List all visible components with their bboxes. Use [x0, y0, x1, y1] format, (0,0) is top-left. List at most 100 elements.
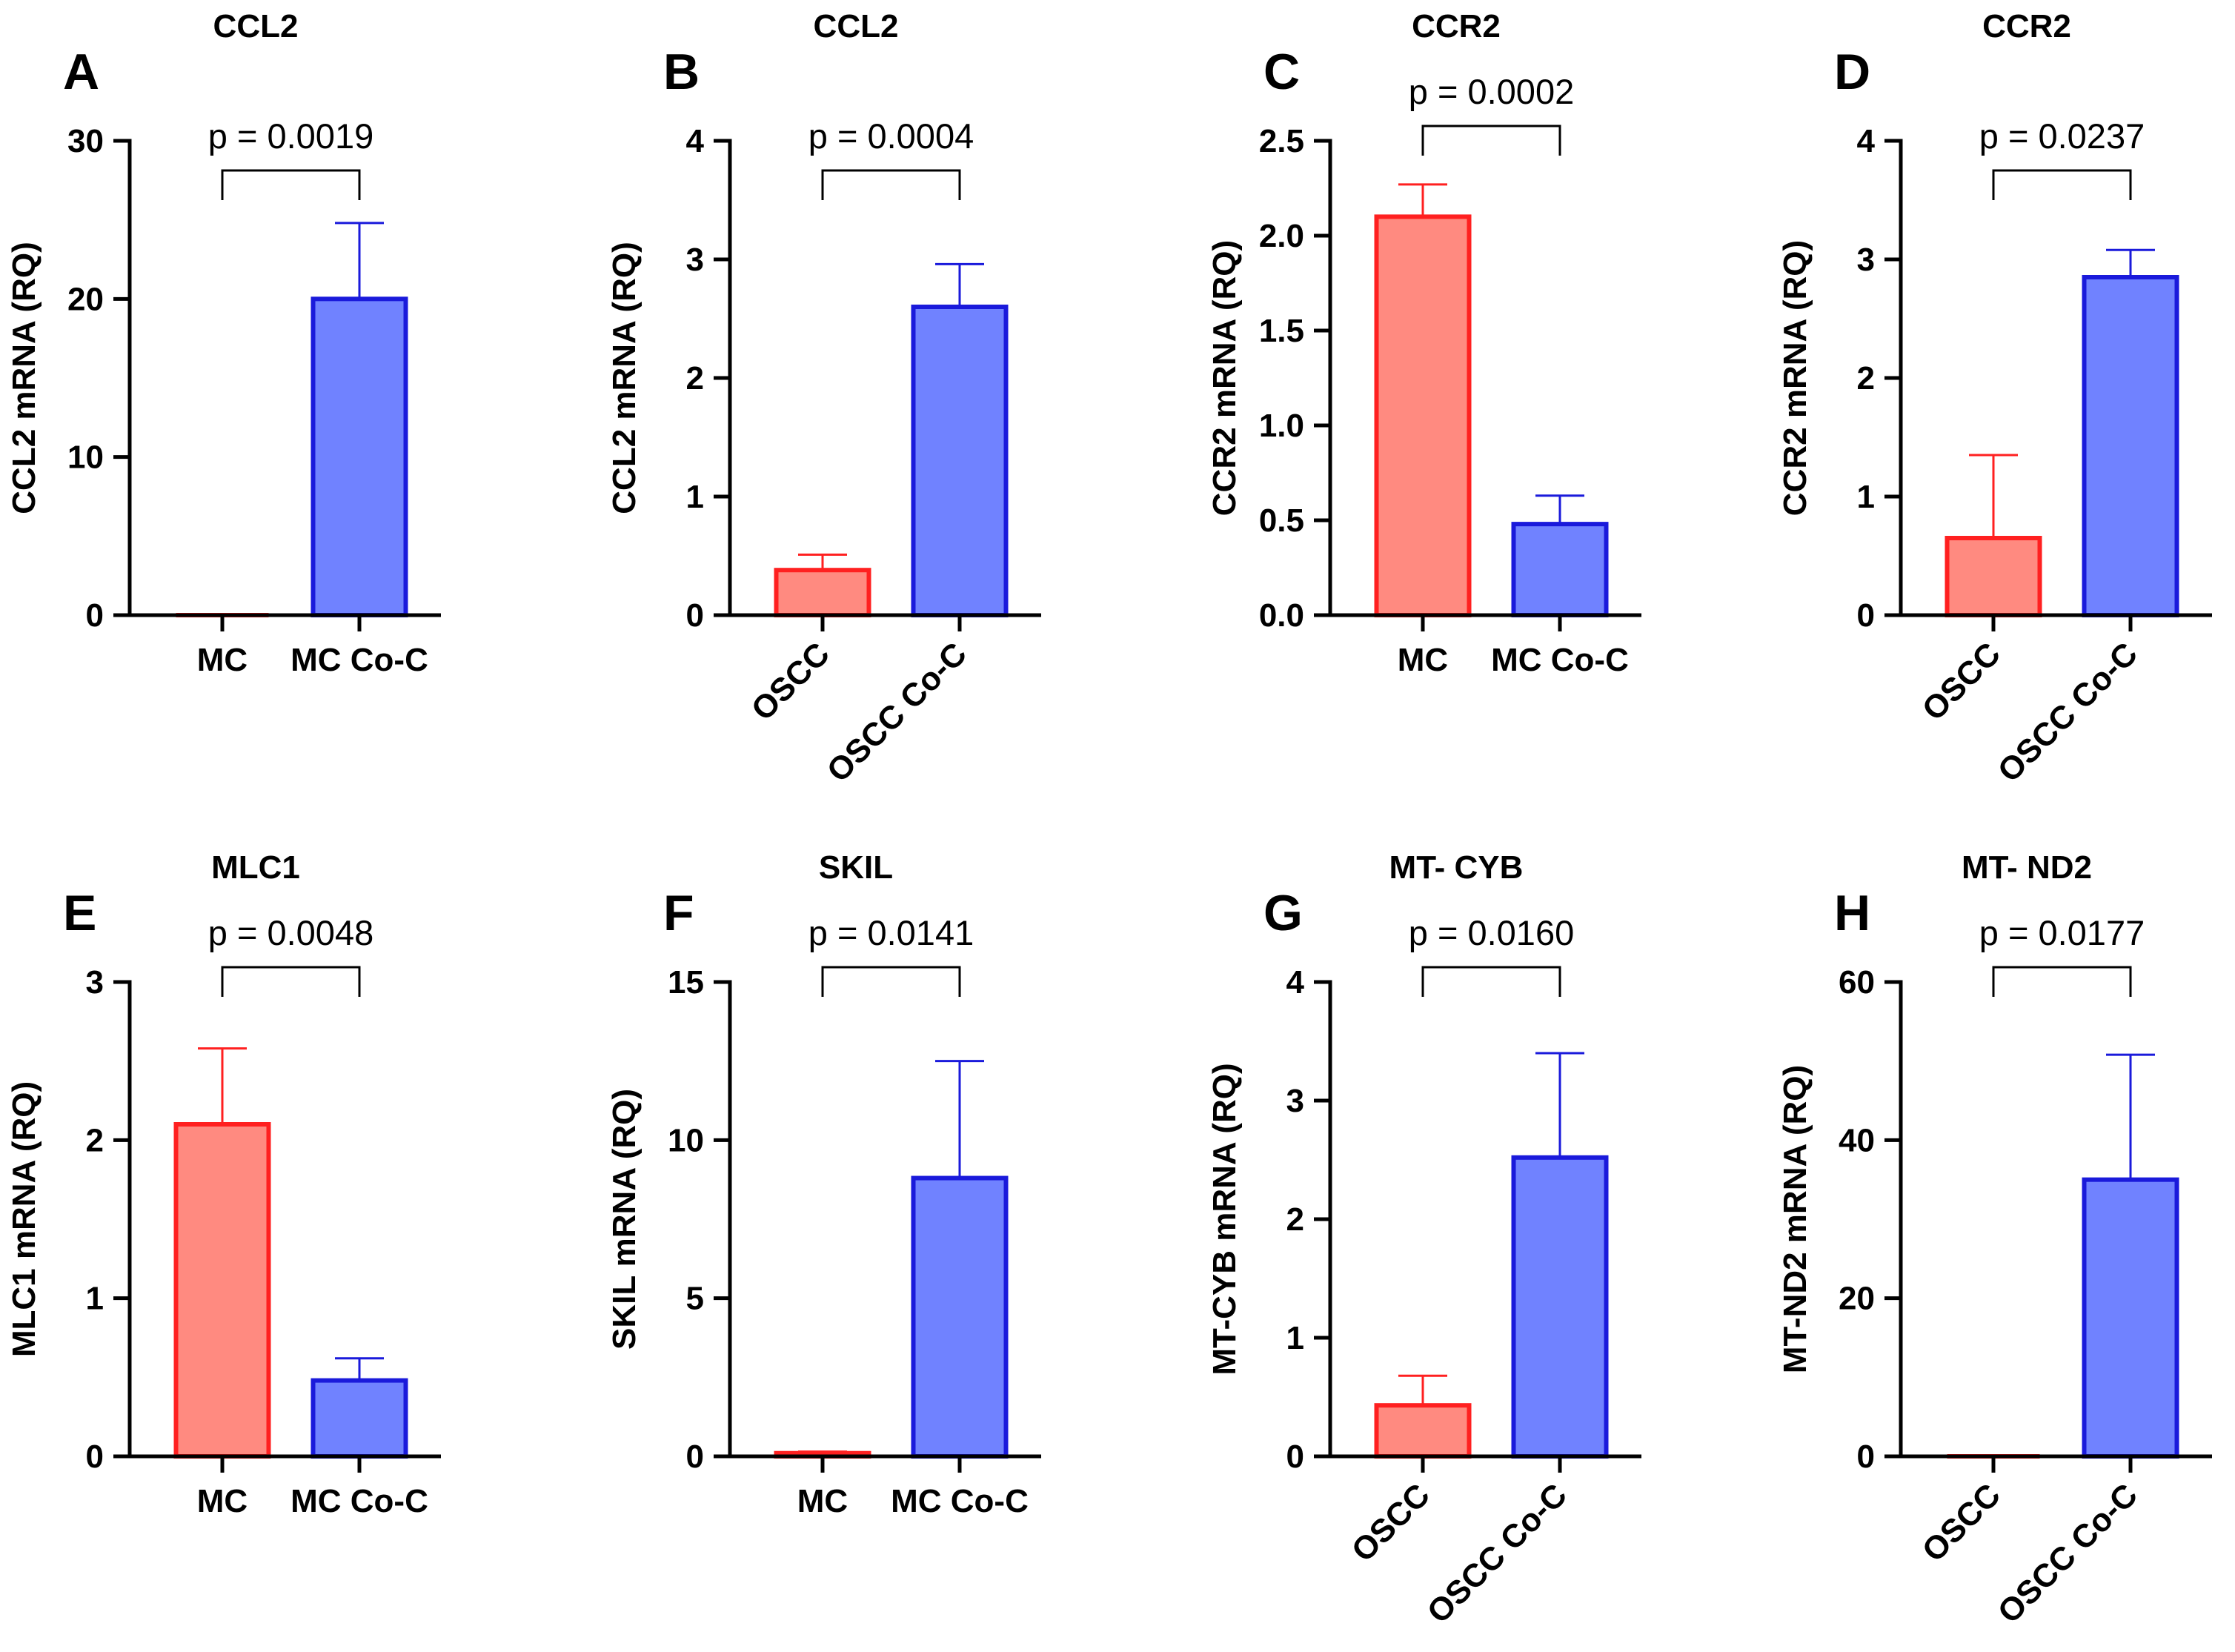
- panel-letter: A: [63, 44, 99, 100]
- y-tick-label: 30: [67, 123, 104, 159]
- y-tick-label: 0: [1857, 597, 1875, 634]
- x-tick-label: OSCC Co-C: [1991, 635, 2145, 789]
- bar-control: [173, 1122, 271, 1459]
- y-tick-label: 1: [86, 1281, 104, 1317]
- significance-bracket: [1992, 966, 2132, 997]
- bar-control: [1374, 214, 1472, 617]
- y-tick-label: 20: [67, 281, 104, 317]
- y-tick-label: 3: [86, 964, 104, 1001]
- p-value-label: p = 0.0002: [1409, 72, 1574, 111]
- y-tick-label: 0.5: [1259, 502, 1304, 539]
- panel-title: CCL2: [213, 8, 299, 44]
- y-axis-label: CCL2 mRNA (RQ): [606, 242, 642, 514]
- bar-coculture: [1511, 522, 1609, 617]
- x-tick-label: OSCC: [1916, 635, 2008, 728]
- significance-bracket: [1421, 125, 1561, 156]
- bar-coculture: [310, 296, 408, 617]
- panel-title: SKIL: [819, 849, 893, 886]
- p-value-label: p = 0.0141: [808, 913, 974, 952]
- y-tick-label: 2: [86, 1122, 104, 1158]
- x-tick-label: OSCC: [1916, 1476, 2008, 1569]
- y-tick-label: 0: [86, 1439, 104, 1475]
- p-value-label: p = 0.0019: [208, 116, 373, 156]
- bar-coculture: [2082, 1177, 2179, 1459]
- y-tick-label: 2.5: [1259, 123, 1304, 159]
- x-tick-label: MC Co-C: [290, 1483, 428, 1519]
- significance-bracket: [1992, 169, 2132, 200]
- y-axis-label: SKIL mRNA (RQ): [606, 1089, 642, 1350]
- y-tick-label: 1: [1857, 479, 1875, 515]
- y-tick-label: 0: [686, 597, 704, 634]
- y-axis-label: MT-ND2 mRNA (RQ): [1777, 1065, 1813, 1373]
- chart-panel-h: MT- ND2 H MT-ND2 mRNA (RQ) 0 20 40 60 OSCCOSCC …: [1777, 849, 2212, 1631]
- y-tick-label: 2.0: [1259, 218, 1304, 254]
- x-tick-label: MC Co-C: [290, 642, 428, 678]
- x-tick-label: OSCC Co-C: [1421, 1476, 1574, 1630]
- panel-title: CCR2: [1982, 8, 2071, 44]
- y-tick-label: 3: [1857, 242, 1875, 278]
- x-tick-label: OSCC Co-C: [1991, 1476, 2145, 1630]
- bar-control: [1374, 1403, 1472, 1459]
- y-tick-label: 20: [1839, 1281, 1875, 1317]
- y-tick-label: 0: [1857, 1439, 1875, 1475]
- y-tick-label: 2: [1286, 1201, 1304, 1238]
- y-tick-label: 0: [86, 597, 104, 634]
- y-tick-label: 4: [686, 123, 705, 159]
- panel-title: MT- CYB: [1389, 849, 1524, 886]
- significance-bracket: [221, 169, 361, 200]
- y-tick-label: 0: [686, 1439, 704, 1475]
- bar-coculture: [310, 1378, 408, 1459]
- p-value-label: p = 0.0177: [1979, 913, 2145, 952]
- y-tick-label: 5: [686, 1281, 704, 1317]
- y-tick-label: 10: [668, 1122, 704, 1158]
- panel-letter: C: [1263, 44, 1300, 100]
- y-tick-label: 1.5: [1259, 313, 1304, 349]
- chart-panel-a: CCL2 A CCL2 mRNA (RQ) 0 10 20 30 MC MC Co-C p = 0…: [6, 8, 441, 678]
- bar-coculture: [911, 1175, 1009, 1459]
- y-tick-label: 2: [1857, 360, 1875, 397]
- chart-panel-e: MLC1 E MLC1 mRNA (RQ) 0 1 2 3 MC MC Co-C p = 0.00…: [6, 849, 441, 1519]
- y-axis-label: CCL2 mRNA (RQ): [6, 242, 42, 514]
- x-tick-label: MC Co-C: [1491, 642, 1629, 678]
- y-tick-label: 10: [67, 439, 104, 476]
- x-tick-label: OSCC: [745, 635, 837, 728]
- bar-coculture: [1511, 1155, 1609, 1459]
- chart-panel-f: SKIL F SKIL mRNA (RQ) 0 5 10 15 MC MC Co-C p = 0.…: [606, 849, 1041, 1519]
- panel-title: MT- ND2: [1962, 849, 2092, 886]
- significance-bracket: [821, 169, 961, 200]
- significance-bracket: [821, 966, 961, 997]
- y-tick-label: 60: [1839, 964, 1875, 1001]
- panel-letter: G: [1263, 885, 1303, 941]
- y-tick-label: 1.0: [1259, 408, 1304, 444]
- y-tick-label: 1: [686, 479, 704, 515]
- x-tick-label: MC: [797, 1483, 848, 1519]
- y-tick-label: 2: [686, 360, 704, 397]
- y-tick-label: 3: [686, 242, 704, 278]
- p-value-label: p = 0.0160: [1409, 913, 1574, 952]
- x-tick-label: MC: [197, 642, 248, 678]
- p-value-label: p = 0.0237: [1979, 116, 2145, 156]
- y-axis-label: MLC1 mRNA (RQ): [6, 1081, 42, 1357]
- y-tick-label: 0: [1286, 1439, 1304, 1475]
- panel-letter: B: [663, 44, 700, 100]
- p-value-label: p = 0.0004: [808, 116, 974, 156]
- panel-letter: H: [1834, 885, 1870, 941]
- panel-letter: D: [1834, 44, 1870, 100]
- y-tick-label: 0.0: [1259, 597, 1304, 634]
- y-axis-label: MT-CYB mRNA (RQ): [1206, 1063, 1243, 1375]
- y-tick-label: 15: [668, 964, 704, 1001]
- x-tick-label: MC: [197, 1483, 248, 1519]
- x-tick-label: MC Co-C: [891, 1483, 1029, 1519]
- panel-letter: E: [63, 885, 96, 941]
- y-tick-label: 4: [1857, 123, 1876, 159]
- y-axis-label: CCR2 mRNA (RQ): [1206, 240, 1243, 516]
- x-tick-label: MC: [1398, 642, 1448, 678]
- significance-bracket: [1421, 966, 1561, 997]
- y-axis-label: CCR2 mRNA (RQ): [1777, 240, 1813, 516]
- bar-control: [1945, 536, 2042, 617]
- x-tick-label: OSCC: [1345, 1476, 1438, 1569]
